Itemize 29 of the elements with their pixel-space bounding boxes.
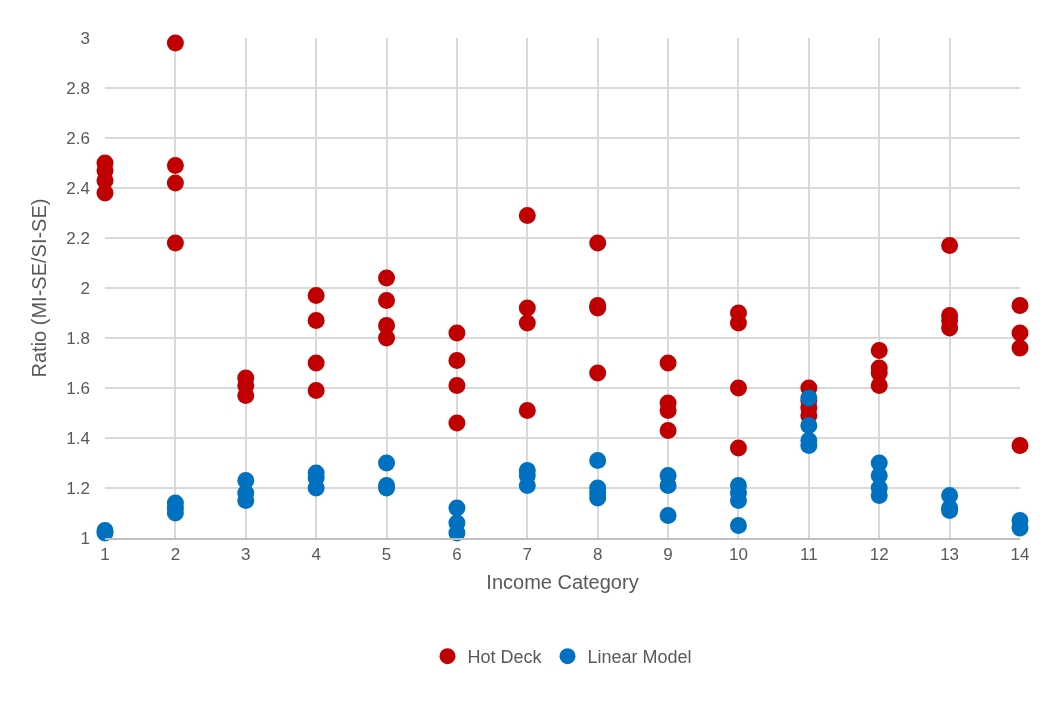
y-tick-label: 1.4 [66, 428, 90, 448]
y-tick-label: 2.4 [66, 178, 90, 198]
x-tick-label: 9 [663, 545, 673, 565]
x-tick-label: 1 [100, 545, 110, 565]
y-axis-title: Ratio (MI-SE/SI-SE) [27, 198, 50, 378]
x-tick-label: 14 [1010, 545, 1030, 565]
x-tick-label: 2 [170, 545, 181, 565]
x-tick-label: 11 [800, 545, 818, 565]
y-tick-label: 2.6 [66, 128, 90, 148]
x-tick-label: 4 [311, 545, 321, 565]
x-tick-label: 5 [381, 545, 392, 565]
x-tick-label: 13 [940, 545, 960, 565]
y-tick-label: 3 [80, 28, 90, 48]
x-tick-label: 3 [241, 545, 251, 565]
x-axis-title: Income Category [486, 571, 639, 594]
legend-label: Hot Deck [467, 647, 543, 668]
y-tick-label: 1.2 [66, 478, 90, 498]
x-tick-label: 10 [729, 545, 748, 565]
x-tick-label: 6 [452, 545, 462, 565]
y-tick-label: 2.8 [66, 78, 90, 98]
y-tick-label: 1 [80, 528, 90, 548]
x-tick-label: 8 [592, 545, 603, 565]
y-tick-label: 2.2 [66, 228, 90, 248]
x-tick-label: 12 [869, 545, 889, 565]
x-tick-label: 7 [522, 545, 533, 565]
legend-label: Linear Model [587, 647, 692, 668]
y-tick-label: 1.8 [66, 328, 90, 348]
y-tick-label: 1.6 [66, 378, 90, 398]
y-tick-label: 2 [80, 278, 90, 298]
